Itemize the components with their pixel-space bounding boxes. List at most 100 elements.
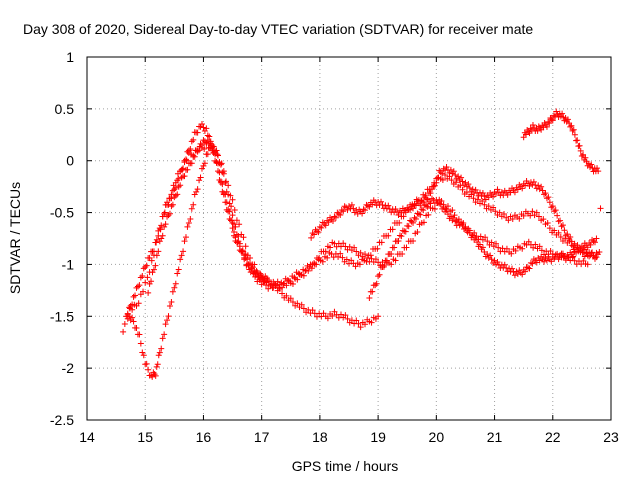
data-point: [465, 181, 472, 188]
x-tick-label: 20: [429, 429, 445, 445]
data-point: [574, 244, 581, 251]
data-point: [538, 247, 545, 254]
data-point: [546, 120, 553, 127]
data-point: [319, 258, 326, 265]
data-point: [399, 227, 406, 234]
data-point: [447, 166, 454, 173]
data-point: [380, 263, 387, 270]
data-point: [231, 221, 238, 228]
data-point: [428, 195, 435, 202]
data-point: [529, 208, 536, 215]
data-point: [446, 170, 453, 177]
data-point: [364, 254, 371, 261]
data-point: [546, 225, 553, 232]
data-point: [398, 233, 405, 240]
data-point: [520, 212, 527, 219]
data-point: [181, 173, 188, 180]
data-point: [216, 169, 223, 176]
data-point: [360, 206, 367, 213]
data-point: [535, 182, 542, 189]
data-point: [325, 219, 332, 226]
data-point: [175, 183, 182, 190]
data-point: [373, 280, 380, 287]
data-point: [223, 199, 230, 206]
data-point: [553, 108, 560, 115]
data-point: [511, 272, 518, 279]
data-point: [263, 282, 270, 289]
data-point: [162, 221, 169, 228]
data-point: [322, 248, 329, 255]
data-point: [168, 203, 175, 210]
data-point: [543, 123, 550, 130]
data-point: [190, 201, 197, 208]
data-point: [197, 174, 204, 181]
data-point: [177, 182, 184, 189]
data-point: [156, 349, 163, 356]
data-point: [569, 127, 576, 134]
x-tick-label: 22: [545, 429, 561, 445]
data-point: [316, 223, 323, 230]
data-point: [378, 198, 385, 205]
data-point: [466, 184, 473, 191]
data-point: [166, 210, 173, 217]
data-point: [587, 241, 594, 248]
data-point: [402, 209, 409, 216]
data-point: [522, 268, 529, 275]
data-point: [158, 235, 165, 242]
data-point: [321, 220, 328, 227]
data-point: [146, 280, 153, 287]
data-point: [200, 124, 207, 131]
data-point: [351, 244, 358, 251]
data-point: [490, 204, 497, 211]
data-point: [439, 170, 446, 177]
data-point: [415, 211, 422, 218]
data-point: [137, 274, 144, 281]
data-point: [180, 165, 187, 172]
data-point: [188, 138, 195, 145]
data-point: [182, 234, 189, 241]
data-point: [200, 162, 207, 169]
data-point: [501, 261, 508, 268]
data-point: [410, 205, 417, 212]
data-point: [501, 210, 508, 217]
data-point: [232, 223, 239, 230]
data-point: [201, 138, 208, 145]
data-point: [226, 208, 233, 215]
data-point: [127, 302, 134, 309]
data-point: [157, 226, 164, 233]
data-point: [589, 249, 596, 256]
data-point: [525, 264, 532, 271]
data-point: [558, 223, 565, 230]
data-point: [472, 186, 479, 193]
data-point: [209, 146, 216, 153]
data-point: [158, 345, 165, 352]
data-point: [352, 263, 359, 270]
data-point: [455, 173, 462, 180]
x-axis-label: GPS time / hours: [292, 458, 399, 474]
data-point: [588, 161, 595, 168]
data-point: [155, 232, 162, 239]
data-point: [148, 257, 155, 264]
data-point: [152, 262, 159, 269]
data-point: [215, 168, 221, 175]
data-point: [511, 189, 518, 196]
data-point: [362, 321, 369, 328]
data-point: [140, 288, 147, 295]
y-tick-label: 1: [66, 49, 74, 65]
data-point: [474, 196, 481, 203]
data-point: [130, 318, 137, 325]
data-point: [260, 278, 267, 285]
data-point: [228, 217, 235, 224]
data-point: [459, 178, 466, 185]
data-point: [319, 219, 326, 226]
data-point: [479, 189, 486, 196]
data-point: [203, 125, 210, 132]
data-point: [392, 206, 399, 213]
data-point: [216, 177, 223, 184]
data-point: [217, 178, 224, 185]
data-point: [590, 238, 597, 245]
data-point: [411, 214, 418, 221]
data-point: [551, 227, 558, 234]
data-point: [357, 324, 364, 331]
